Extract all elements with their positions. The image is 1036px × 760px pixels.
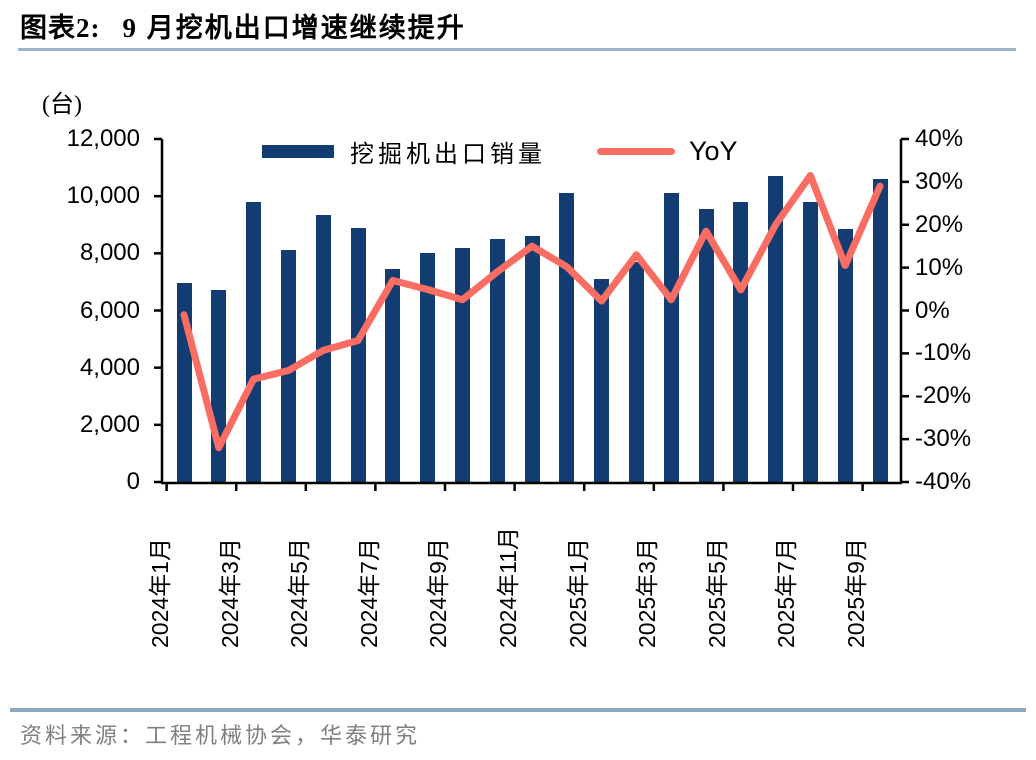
bar-2024年2月 — [211, 290, 227, 482]
right-tick-label: 0% — [915, 296, 950, 324]
bar-2025年2月 — [628, 261, 644, 482]
x-tick-label: 2025年7月 — [773, 538, 800, 648]
figure-number: 图表2: — [20, 13, 101, 43]
x-tick-label: 2025年1月 — [564, 538, 591, 648]
bar-2025年4月 — [698, 209, 714, 482]
bar-2024年10月 — [489, 239, 505, 482]
x-tick-label: 2024年3月 — [216, 538, 243, 648]
left-tick-label: 6,000 — [79, 296, 140, 324]
right-tick-label: -30% — [915, 425, 972, 453]
figure-title-text: 9 月挖机出口增速继续提升 — [122, 13, 466, 43]
right-tick-label: -10% — [915, 339, 972, 367]
right-tick-label: 40% — [915, 125, 964, 152]
left-tick-label: 4,000 — [79, 353, 140, 381]
x-tick-label: 2024年5月 — [286, 538, 313, 648]
bar-2025年5月 — [733, 201, 749, 482]
line-legend-swatch — [597, 148, 675, 155]
left-tick-label: 10,000 — [66, 182, 140, 210]
right-tick-label: 30% — [915, 167, 964, 195]
bar-2025年9月 — [872, 179, 888, 482]
bar-2024年5月 — [315, 214, 331, 482]
bar-2024年3月 — [246, 201, 262, 482]
x-tick-label: 2024年1月 — [147, 538, 173, 648]
x-tick-label: 2024年11月 — [495, 526, 521, 648]
right-tick-label: -20% — [915, 382, 972, 410]
x-tick-label: 2024年7月 — [355, 538, 382, 648]
legend-item-bar: 挖掘机出口销量 — [262, 134, 546, 169]
bar-2024年7月 — [385, 269, 401, 482]
bar-2024年1月 — [176, 283, 192, 482]
bar-2024年8月 — [420, 253, 436, 482]
right-tick-label: 10% — [915, 253, 964, 281]
x-tick-label: 2025年3月 — [634, 538, 661, 648]
left-tick-label: 8,000 — [79, 239, 140, 267]
bar-2024年9月 — [454, 247, 470, 482]
bar-2025年1月 — [594, 279, 610, 482]
right-tick-label: 20% — [915, 210, 964, 238]
x-tick-label: 2024年9月 — [425, 538, 452, 648]
source-note: 资料来源：工程机械协会，华泰研究 — [20, 723, 421, 748]
bar-legend-swatch — [262, 145, 334, 158]
left-tick-label: 0 — [126, 468, 140, 495]
left-axis-unit-label: (台) — [42, 92, 82, 118]
line-legend-label: YoY — [689, 136, 738, 166]
bar-legend-label: 挖掘机出口销量 — [350, 142, 546, 168]
bar-2024年4月 — [280, 250, 296, 482]
x-tick-label: 2025年9月 — [843, 538, 869, 648]
source-divider — [10, 708, 1026, 712]
bar-2025年8月 — [837, 229, 853, 482]
right-tick-label: -40% — [915, 468, 972, 495]
left-tick-label: 12,000 — [66, 125, 140, 152]
left-tick-label: 2,000 — [79, 410, 140, 438]
bar-2025年3月 — [663, 193, 679, 482]
bar-2024年6月 — [350, 227, 366, 482]
bar-2024年11月 — [524, 236, 540, 482]
bar-2024年12月 — [559, 193, 575, 482]
title-divider — [18, 48, 1016, 51]
figure-title: 图表2: 9 月挖机出口增速继续提升 — [20, 6, 466, 45]
bar-2025年6月 — [768, 176, 784, 482]
legend-item-line: YoY — [597, 136, 738, 167]
bar-2025年7月 — [802, 201, 818, 482]
x-tick-label: 2025年5月 — [703, 538, 730, 648]
